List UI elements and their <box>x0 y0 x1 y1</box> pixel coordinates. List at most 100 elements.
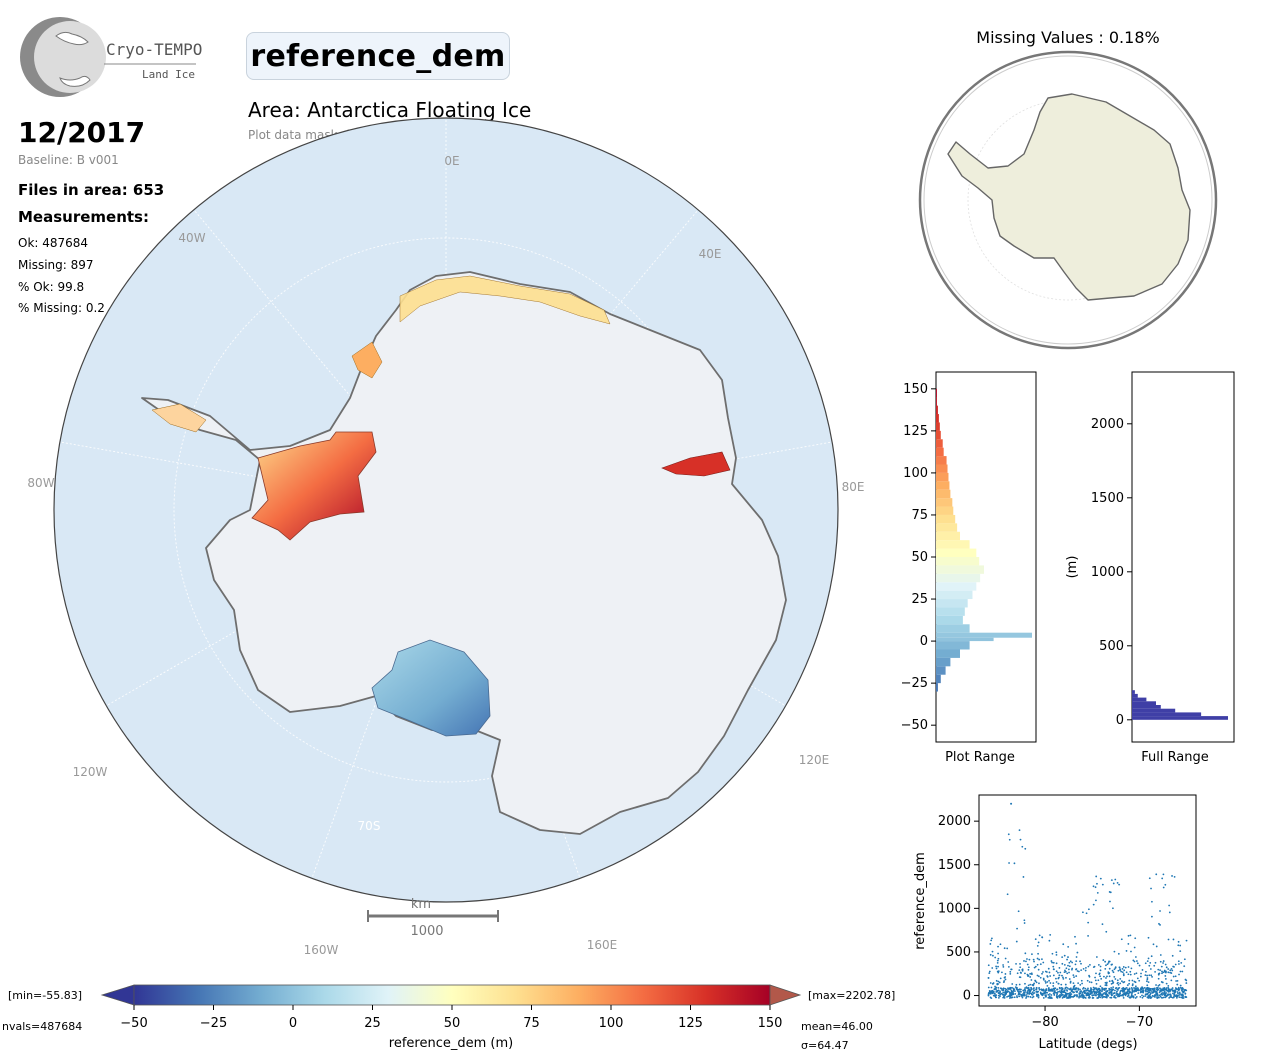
colorbar-tick: 150 <box>758 1016 783 1031</box>
scatter-point <box>1154 994 1157 997</box>
scatter-point <box>1160 965 1163 968</box>
scatter-point <box>1113 950 1116 953</box>
scatter-point <box>993 988 996 991</box>
scatter-point <box>1060 987 1063 989</box>
scatter-point <box>1152 943 1155 946</box>
scatter-point <box>1066 987 1069 989</box>
scatter-point <box>1099 996 1102 999</box>
scatter-point <box>1058 967 1061 969</box>
histogram-full-range[interactable]: 2000 1500 1000 500 0 (m) Full Range <box>1060 360 1250 770</box>
scatter-point <box>1169 969 1172 972</box>
scatter-point <box>1152 991 1155 994</box>
scatter-point <box>1131 992 1133 995</box>
scatter-point <box>1097 997 1100 999</box>
scatter-point <box>1155 873 1158 876</box>
scatter-point <box>1101 989 1104 991</box>
main-map[interactable]: 0E 40E 80E 120E 160E 160W 120W 80W 40W 7… <box>0 0 900 990</box>
scatter-point <box>1146 993 1149 996</box>
scatter-point <box>1087 921 1090 924</box>
scatter-point <box>1142 988 1145 990</box>
hist1-bar <box>936 637 994 642</box>
scatter-point <box>1109 900 1111 903</box>
scatter-point <box>1124 966 1127 969</box>
scatter-point <box>1183 958 1186 961</box>
scatter-point <box>1021 845 1024 848</box>
scatter-point <box>1149 961 1152 964</box>
scatter-point <box>1077 982 1080 985</box>
scatter-point <box>990 997 993 1000</box>
scatter-point <box>1115 994 1118 996</box>
hist1-bar <box>936 557 980 566</box>
scatter-point <box>1111 989 1114 992</box>
scatter-point <box>1013 862 1016 865</box>
scatter-point <box>996 959 999 962</box>
scatter-point <box>1012 987 1015 990</box>
scatter-point <box>1033 982 1036 985</box>
scatter-point <box>1079 983 1082 986</box>
colorbar-tick: 100 <box>599 1016 624 1031</box>
scatter-ytick: 1000 <box>938 901 971 916</box>
scatter-point <box>1027 987 1030 989</box>
scatter-point <box>1180 987 1183 990</box>
scatter-point <box>1141 996 1144 999</box>
scatter-point <box>1158 994 1161 997</box>
scatter-point <box>1126 984 1129 987</box>
scatter-point <box>1137 992 1140 995</box>
inset-map[interactable] <box>916 50 1220 354</box>
scatter-point <box>1107 961 1110 964</box>
pct-ok: % Ok: 99.8 <box>18 280 85 294</box>
hist1-bar <box>936 615 963 625</box>
scatter-point <box>1112 986 1115 989</box>
scatter-point <box>1112 992 1115 995</box>
scatter-xtick: −70 <box>1126 1015 1153 1030</box>
scatter-point <box>1148 974 1151 977</box>
scatter-point <box>1150 974 1153 977</box>
scatter-point <box>1037 941 1040 944</box>
scatter-point <box>1161 970 1163 973</box>
scatter-point <box>1070 993 1073 995</box>
scatter-point <box>1033 960 1035 963</box>
scatter-point <box>995 994 998 997</box>
date-label: 12/2017 <box>18 116 146 149</box>
scatter-point <box>1010 994 1013 997</box>
scatter-point <box>1072 991 1075 994</box>
scatter-point <box>1112 882 1115 885</box>
scatter-point <box>1049 975 1052 977</box>
meridian-labels: 0E 40E 80E 120E 160E 160W 120W 80W 40W 7… <box>27 154 864 957</box>
scatter-point <box>1138 979 1141 982</box>
colorbar-tick: 50 <box>444 1016 461 1031</box>
scatter-point <box>1072 974 1075 977</box>
scatter-point <box>1129 934 1132 937</box>
scatter-point <box>1042 997 1045 999</box>
scatter-point <box>1105 982 1108 985</box>
scatter-point <box>1000 987 1003 990</box>
scatter-point <box>1165 995 1168 997</box>
scatter-point <box>1158 991 1161 994</box>
scatter-point <box>1035 988 1037 991</box>
scatter-point <box>1065 967 1068 970</box>
scatter-point <box>1151 900 1153 903</box>
scatter-point <box>1052 985 1055 987</box>
scatter-point <box>1010 968 1013 971</box>
scatter-point <box>1051 990 1053 992</box>
scatter-point <box>1172 975 1175 978</box>
scatter-point <box>1023 991 1025 994</box>
scatter-point <box>1151 915 1153 918</box>
scatter-point <box>997 986 1000 989</box>
scatter-point <box>1094 976 1096 979</box>
scatter-point <box>1098 991 1101 994</box>
scatter-point <box>1041 958 1043 961</box>
hist1-bar <box>936 388 937 398</box>
histogram-plot-range[interactable]: 150 125 100 75 50 25 0 −25 −50 Plot Range <box>890 360 1050 770</box>
scatter-point <box>1105 977 1107 979</box>
hist1-bar <box>936 674 941 684</box>
scatter-point <box>1169 989 1172 992</box>
scatter-point <box>1165 982 1168 985</box>
scatter-ytick: 0 <box>963 989 971 1004</box>
scatter-latitude[interactable]: 2000 1500 1000 500 0 −80 −70 reference_dem La… <box>900 785 1210 1055</box>
scatter-point <box>1177 992 1179 995</box>
scatter-point <box>1067 946 1070 948</box>
scatter-point <box>1108 980 1111 983</box>
scatter-point <box>1108 975 1111 978</box>
hist1-bar <box>936 481 950 490</box>
